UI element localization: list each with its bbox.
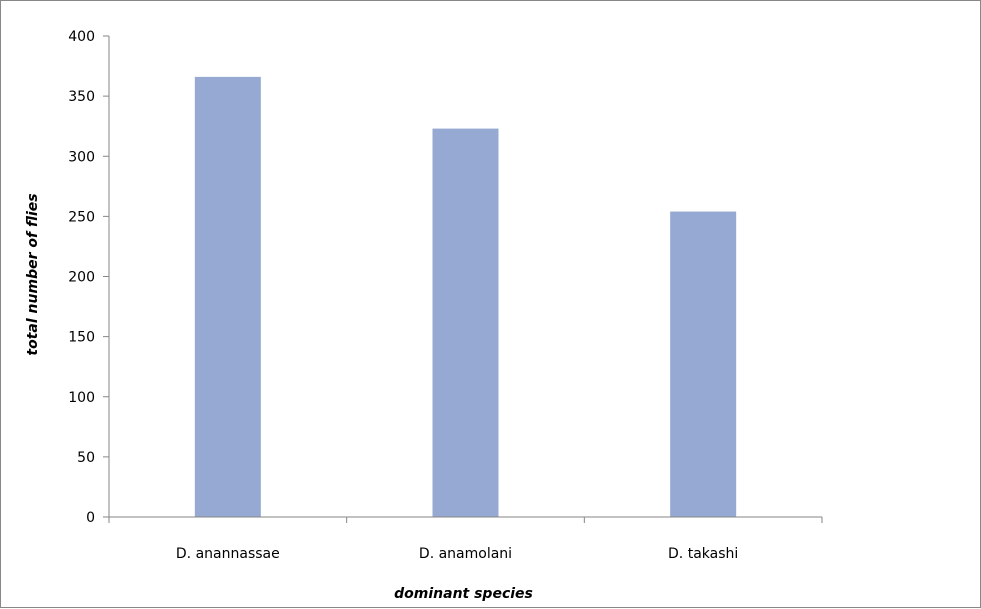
y-tick-label: 50 xyxy=(77,450,95,466)
bars xyxy=(194,76,737,517)
y-tick-label: 0 xyxy=(86,510,95,526)
x-axis-title: dominant species xyxy=(394,586,533,602)
y-tick-label: 200 xyxy=(68,270,95,286)
x-tick-label: D. takashi xyxy=(668,546,738,562)
y-tick-label: 250 xyxy=(68,209,95,225)
x-tick-label: D. anamolani xyxy=(419,546,512,562)
y-tick-label: 350 xyxy=(68,89,95,105)
x-axis-ticks: D. anannassae D. anamolani D. takashi xyxy=(108,517,823,562)
bar-1 xyxy=(194,76,261,517)
y-tick-label: 400 xyxy=(68,29,95,45)
y-tick-label: 150 xyxy=(68,330,95,346)
bar-3 xyxy=(670,211,737,517)
y-axis-ticks: 0 50 100 150 200 250 300 350 400 xyxy=(68,29,109,526)
y-axis-title: total number of flies xyxy=(25,193,41,355)
bar-2 xyxy=(432,128,499,517)
y-tick-label: 300 xyxy=(68,149,95,165)
x-tick-label: D. anannassae xyxy=(176,546,280,562)
y-tick-label: 100 xyxy=(68,390,95,406)
